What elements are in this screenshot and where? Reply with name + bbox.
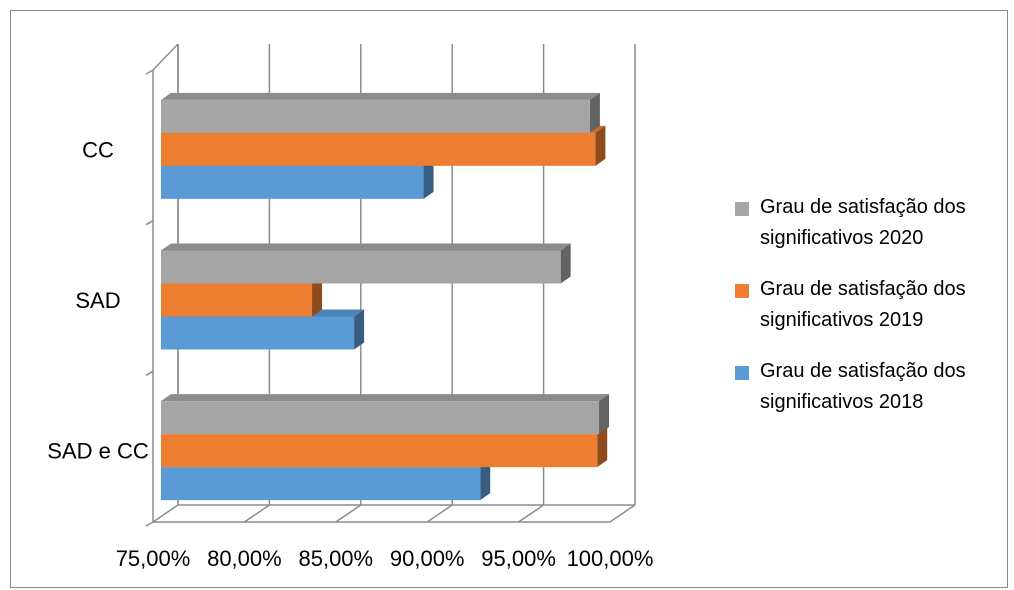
bar	[161, 283, 313, 317]
bar-side	[599, 394, 610, 435]
x-tick-label: 100,00%	[567, 546, 654, 571]
x-tick-label: 80,00%	[207, 546, 282, 571]
bar	[161, 132, 596, 166]
gridline-floor	[243, 504, 270, 523]
left-wall-top-edge	[152, 43, 179, 71]
x-tick-label: 85,00%	[298, 546, 373, 571]
bar-side	[560, 243, 571, 284]
legend-label-2020: Grau de satisfação dos significativos 20…	[760, 196, 966, 249]
legend-swatch-2019	[735, 284, 749, 298]
gridline-floor	[152, 504, 179, 523]
gridline-floor	[518, 504, 545, 523]
bar-side	[480, 460, 491, 501]
bar	[161, 165, 424, 199]
legend: Grau de satisfação dos significativos 20…	[735, 192, 1010, 438]
gridline-floor	[426, 504, 453, 523]
bar-top	[161, 394, 610, 402]
category-tick	[145, 69, 154, 75]
category-label: CC	[82, 137, 114, 162]
category-label: SAD e CC	[47, 439, 149, 464]
bar	[161, 401, 600, 435]
bar	[161, 99, 590, 133]
bar-side	[595, 125, 606, 166]
bar	[161, 467, 481, 501]
category-label: SAD	[75, 288, 120, 313]
gridline-floor	[609, 504, 636, 523]
legend-label-2019: Grau de satisfação dos significativos 20…	[760, 278, 966, 331]
bar	[161, 250, 561, 284]
bar-side	[312, 276, 323, 317]
legend-item-2018: Grau de satisfação dos significativos 20…	[735, 356, 1010, 418]
bar	[161, 434, 598, 468]
category-tick	[145, 521, 154, 527]
category-tick	[145, 220, 154, 226]
legend-item-2019: Grau de satisfação dos significativos 20…	[735, 274, 1010, 336]
bar-side	[354, 309, 365, 350]
legend-item-2020: Grau de satisfação dos significativos 20…	[735, 192, 1010, 254]
bar-side	[589, 92, 600, 133]
x-tick-label: 90,00%	[390, 546, 465, 571]
legend-swatch-2020	[735, 202, 749, 216]
bar-side	[597, 427, 608, 468]
x-tick-label: 95,00%	[481, 546, 556, 571]
category-tick	[145, 370, 154, 376]
bar-top	[161, 243, 571, 251]
x-tick-label: 75,00%	[116, 546, 191, 571]
bar-top	[161, 92, 600, 100]
legend-swatch-2018	[735, 366, 749, 380]
bar	[161, 316, 355, 350]
bar-side	[423, 158, 434, 199]
legend-label-2018: Grau de satisfação dos significativos 20…	[760, 360, 966, 413]
gridline-floor	[335, 504, 362, 523]
